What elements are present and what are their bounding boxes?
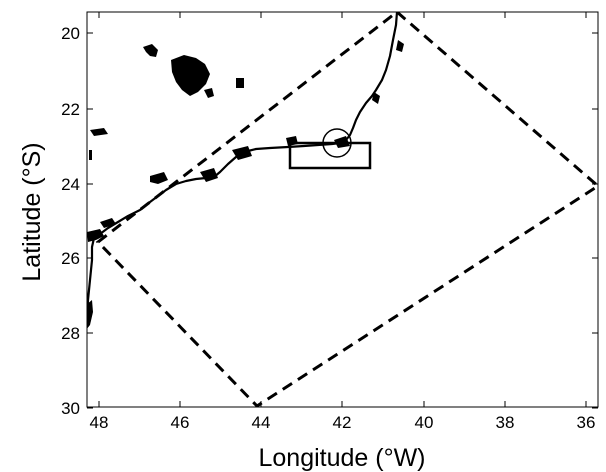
x-tick-label: 38 — [496, 413, 515, 432]
x-axis-title: Longitude (°W) — [258, 444, 425, 472]
dashed-domain-outline — [95, 12, 598, 407]
y-tick-label: 24 — [61, 175, 80, 194]
y-tick-label: 30 — [61, 399, 80, 418]
inland-lake — [143, 44, 158, 57]
region-rectangle — [288, 141, 372, 170]
plot-frame — [86, 11, 599, 408]
coast-blob — [396, 40, 404, 52]
x-tick-label: 42 — [333, 413, 352, 432]
inland-lake — [89, 150, 92, 160]
y-tick-label: 20 — [61, 24, 80, 43]
x-tick-label: 44 — [252, 413, 271, 432]
x-tick-label: 48 — [90, 413, 109, 432]
inland-lake — [204, 88, 214, 98]
y-axis-title: Latitude (°S) — [18, 142, 46, 281]
x-tick-label: 40 — [415, 413, 434, 432]
map-layer — [87, 12, 598, 407]
coast-blob — [200, 168, 218, 182]
coast-blob — [87, 300, 93, 329]
coast-blob — [232, 146, 252, 160]
y-tick-label: 22 — [61, 100, 80, 119]
y-ticks — [87, 32, 598, 409]
coast-blob — [87, 229, 104, 242]
inland-lake — [236, 78, 244, 88]
coast-blob — [150, 172, 168, 184]
y-tick-label: 28 — [61, 324, 80, 343]
coast-blob — [372, 92, 380, 104]
inland-lake — [171, 55, 210, 96]
coast-blob — [100, 218, 116, 228]
y-tick-label: 26 — [61, 249, 80, 268]
circle-marker — [322, 128, 352, 158]
x-tick-label: 46 — [171, 413, 190, 432]
inland-lake — [90, 128, 108, 136]
x-tick-label: 36 — [577, 413, 596, 432]
